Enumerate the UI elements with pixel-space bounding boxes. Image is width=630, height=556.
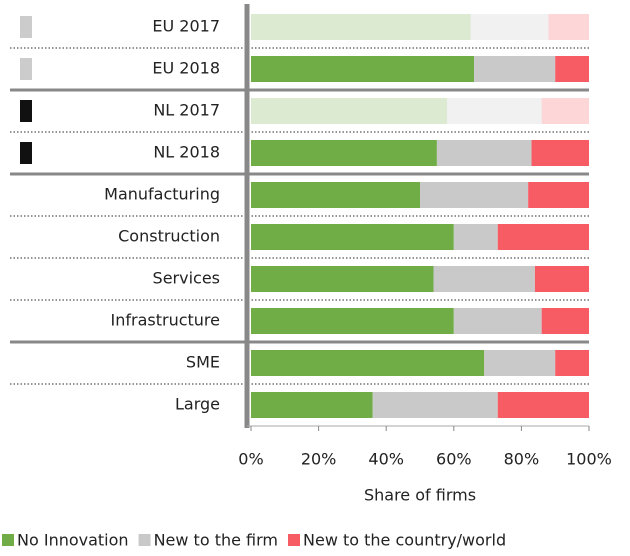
bar-segment	[251, 56, 475, 82]
x-tick-label: 60%	[436, 450, 472, 469]
bar-segment	[453, 308, 542, 334]
x-tick-label: 80%	[504, 450, 540, 469]
category-label: NL 2018	[153, 143, 220, 162]
bar-segment	[555, 350, 589, 376]
category-marker	[20, 58, 32, 80]
bar-segment	[534, 266, 589, 292]
bar-segment	[447, 98, 542, 124]
legend-label: No Innovation	[17, 531, 129, 550]
legend-label: New to the firm	[154, 531, 278, 550]
bar-segment	[470, 14, 549, 40]
bar-segment	[433, 266, 535, 292]
category-label: EU 2017	[152, 17, 220, 36]
bar-segment	[372, 392, 498, 418]
bar-segment	[497, 392, 589, 418]
category-label: Services	[153, 269, 220, 288]
bar-segment	[531, 140, 589, 166]
bar-segment	[251, 350, 485, 376]
category-marker	[20, 16, 32, 38]
bar-segment	[251, 308, 454, 334]
bar-segment	[251, 392, 373, 418]
category-marker	[20, 100, 32, 122]
bar-segment	[251, 182, 420, 208]
bar-segment	[436, 140, 532, 166]
bar-segment	[251, 98, 448, 124]
x-axis-label: Share of firms	[364, 486, 476, 505]
legend-label: New to the country/world	[303, 531, 506, 550]
bar-segment	[251, 224, 454, 250]
legend-swatch	[2, 534, 14, 546]
bar-segment	[453, 224, 498, 250]
category-label: SME	[186, 353, 220, 372]
x-tick-label: 20%	[301, 450, 337, 469]
bar-segment	[420, 182, 529, 208]
bar-segment	[548, 14, 589, 40]
category-label: EU 2018	[152, 59, 220, 78]
bar-segment	[541, 308, 589, 334]
category-label: Large	[175, 395, 220, 414]
category-label: NL 2017	[153, 101, 220, 120]
bar-segment	[528, 182, 589, 208]
bar-segment	[541, 98, 589, 124]
bar-segment	[497, 224, 589, 250]
legend-swatch	[288, 534, 300, 546]
x-tick-label: 40%	[368, 450, 404, 469]
bar-segment	[555, 56, 589, 82]
bar-segment	[474, 56, 556, 82]
x-tick-label: 100%	[566, 450, 612, 469]
category-label: Infrastructure	[111, 311, 220, 330]
category-label: Manufacturing	[104, 185, 220, 204]
category-marker	[20, 142, 32, 164]
bar-segment	[484, 350, 556, 376]
legend-swatch	[138, 534, 151, 546]
bar-segment	[251, 140, 437, 166]
x-tick-label: 0%	[238, 450, 263, 469]
category-label: Construction	[118, 227, 220, 246]
bar-segment	[251, 14, 471, 40]
bar-segment	[251, 266, 434, 292]
